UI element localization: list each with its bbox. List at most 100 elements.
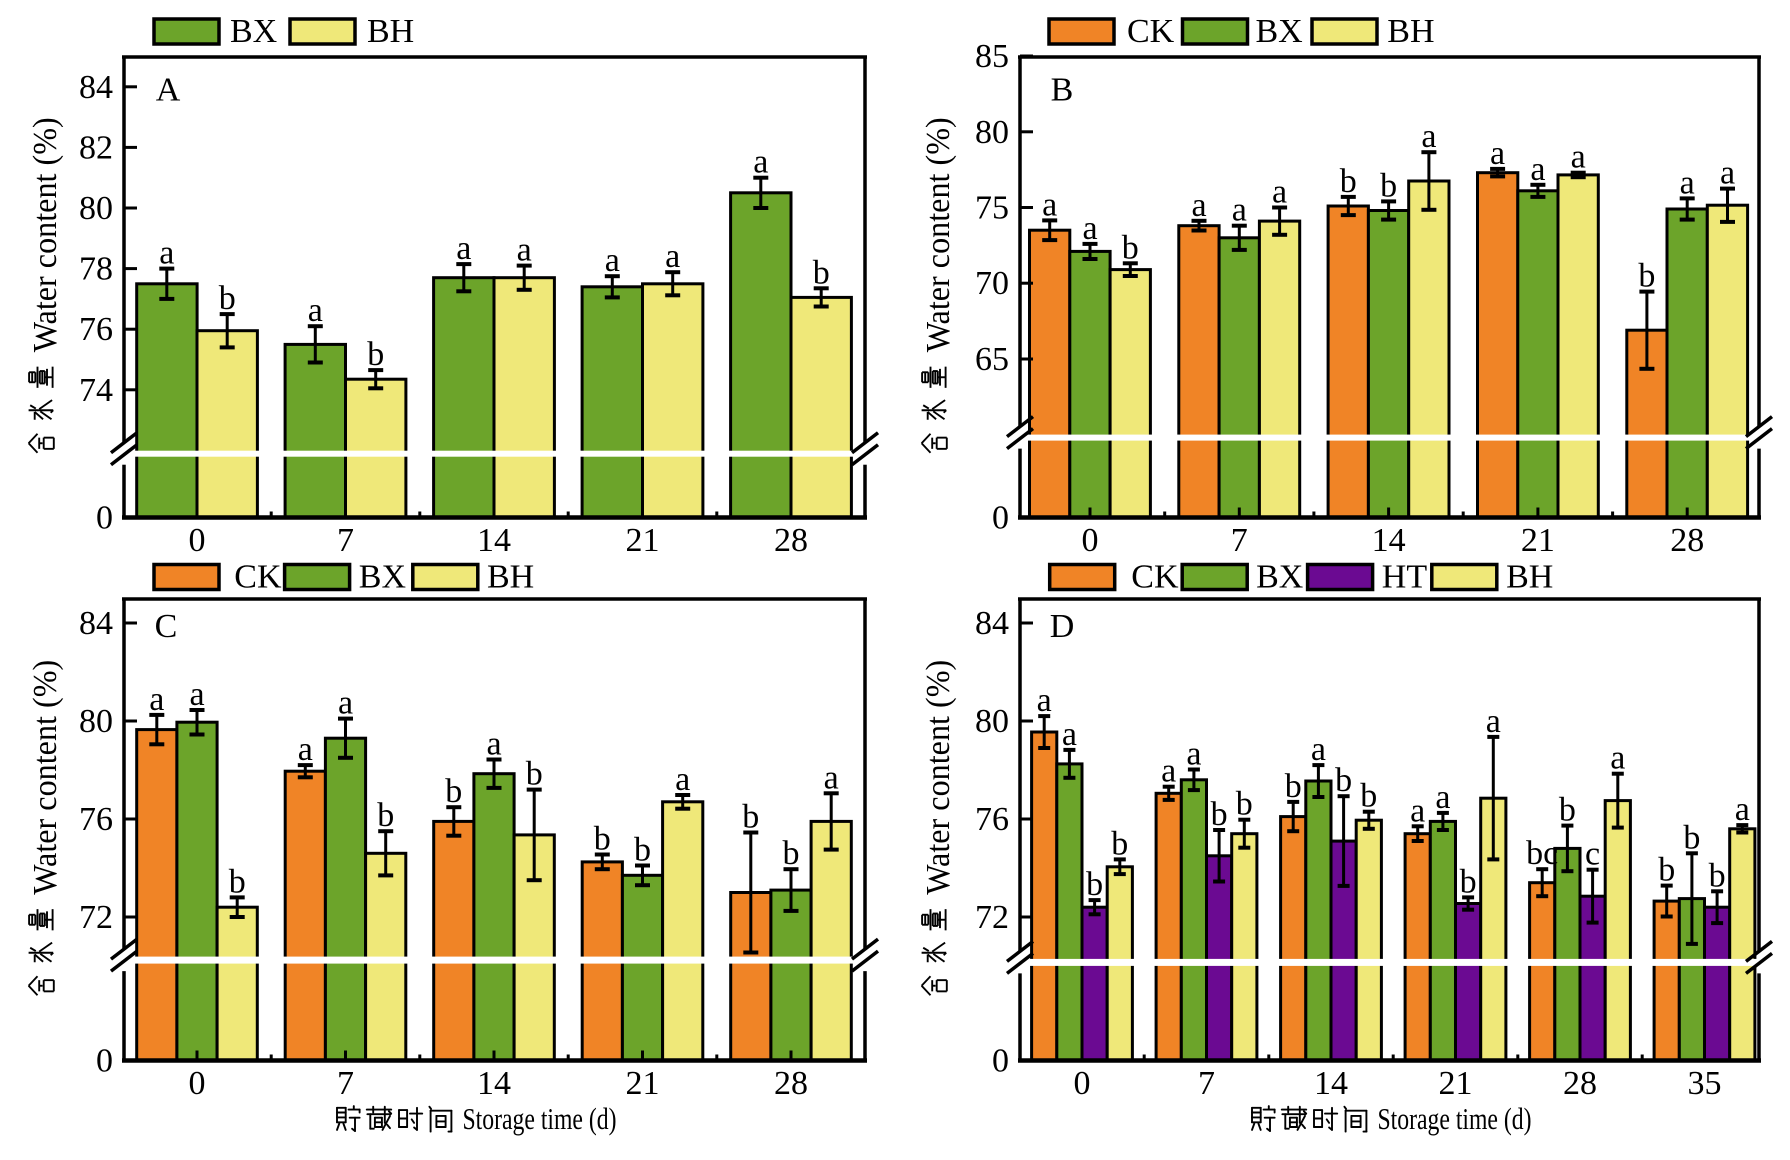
svg-text:28: 28 [774,1065,808,1102]
svg-text:72: 72 [79,899,113,936]
svg-text:CK: CK [1127,13,1175,50]
svg-text:a: a [1232,192,1247,229]
svg-text:BX: BX [359,559,406,596]
svg-text:a: a [308,292,323,329]
svg-text:0: 0 [96,500,113,537]
svg-text:28: 28 [774,522,808,559]
svg-text:b: b [1335,762,1352,799]
svg-text:a: a [1191,187,1206,224]
svg-text:a: a [824,759,839,796]
svg-text:0: 0 [96,1043,113,1080]
svg-text:BH: BH [367,13,414,50]
svg-text:a: a [456,230,471,267]
svg-text:b: b [1460,863,1477,900]
svg-text:B: B [1051,72,1074,109]
svg-text:a: a [149,681,164,718]
svg-text:72: 72 [975,899,1009,936]
svg-text:14: 14 [477,1065,511,1102]
svg-text:Water content (%): Water content (%) [920,117,957,352]
svg-text:b: b [1285,768,1302,805]
svg-text:b: b [1086,866,1103,903]
svg-text:0: 0 [1082,522,1099,559]
svg-text:a: a [1311,731,1326,768]
svg-text:35: 35 [1688,1065,1722,1102]
svg-text:65: 65 [975,341,1009,378]
svg-text:84: 84 [79,605,113,642]
svg-text:a: a [1410,792,1425,829]
svg-text:BX: BX [230,13,277,50]
svg-text:a: a [1042,186,1057,223]
svg-text:a: a [1530,151,1545,188]
svg-text:Storage time (d): Storage time (d) [1378,1101,1532,1136]
svg-text:a: a [1161,753,1176,790]
svg-text:BX: BX [1256,13,1303,50]
svg-text:a: a [1421,118,1436,155]
svg-text:80: 80 [79,703,113,740]
svg-text:a: a [159,235,174,272]
svg-text:b: b [1709,857,1726,894]
svg-text:28: 28 [1670,522,1704,559]
svg-text:c: c [1585,836,1600,873]
svg-text:a: a [338,685,353,722]
svg-text:a: a [675,761,690,798]
svg-text:a: a [1680,164,1695,201]
svg-text:a: a [665,238,680,275]
svg-text:b: b [1211,796,1228,833]
svg-text:14: 14 [1314,1065,1348,1102]
svg-text:Storage time (d): Storage time (d) [463,1101,617,1136]
svg-text:7: 7 [337,522,354,559]
svg-text:a: a [1735,791,1750,828]
svg-text:21: 21 [626,522,660,559]
svg-text:0: 0 [1074,1065,1091,1102]
svg-text:b: b [1360,778,1377,815]
svg-text:b: b [594,821,611,858]
svg-text:78: 78 [79,251,113,288]
svg-text:82: 82 [79,129,113,166]
svg-text:bc: bc [1526,835,1558,872]
svg-text:80: 80 [79,190,113,227]
svg-text:BX: BX [1256,559,1303,596]
svg-text:a: a [298,731,313,768]
svg-text:b: b [445,773,462,810]
svg-text:C: C [155,608,178,645]
svg-text:14: 14 [477,522,511,559]
svg-text:a: a [753,144,768,181]
svg-text:76: 76 [79,801,113,838]
svg-text:80: 80 [975,703,1009,740]
svg-text:7: 7 [1198,1065,1215,1102]
svg-text:85: 85 [975,38,1009,75]
svg-text:a: a [1186,736,1201,773]
svg-text:21: 21 [1439,1065,1473,1102]
svg-text:14: 14 [1372,522,1406,559]
svg-text:a: a [1720,155,1735,192]
svg-text:a: a [1490,135,1505,172]
svg-text:76: 76 [975,801,1009,838]
svg-text:21: 21 [626,1065,660,1102]
svg-text:BH: BH [1387,13,1434,50]
svg-text:b: b [783,835,800,872]
svg-text:BH: BH [487,559,534,596]
svg-text:b: b [1340,163,1357,200]
svg-text:b: b [1111,825,1128,862]
svg-text:CK: CK [1131,559,1179,596]
svg-text:a: a [189,676,204,713]
svg-text:a: a [486,726,501,763]
svg-text:80: 80 [975,114,1009,151]
svg-text:a: a [1062,716,1077,753]
svg-text:b: b [742,799,759,836]
svg-text:75: 75 [975,190,1009,227]
svg-text:b: b [377,797,394,834]
svg-text:b: b [813,254,830,291]
svg-text:a: a [517,232,532,269]
svg-text:b: b [526,756,543,793]
svg-text:84: 84 [975,605,1009,642]
svg-text:0: 0 [992,1043,1009,1080]
svg-text:7: 7 [1231,522,1248,559]
svg-text:b: b [1236,786,1253,823]
svg-text:b: b [634,832,651,869]
svg-text:Water content (%): Water content (%) [27,660,64,895]
svg-text:a: a [1610,740,1625,777]
svg-text:a: a [1486,703,1501,740]
svg-text:21: 21 [1521,522,1555,559]
svg-text:b: b [1658,852,1675,889]
